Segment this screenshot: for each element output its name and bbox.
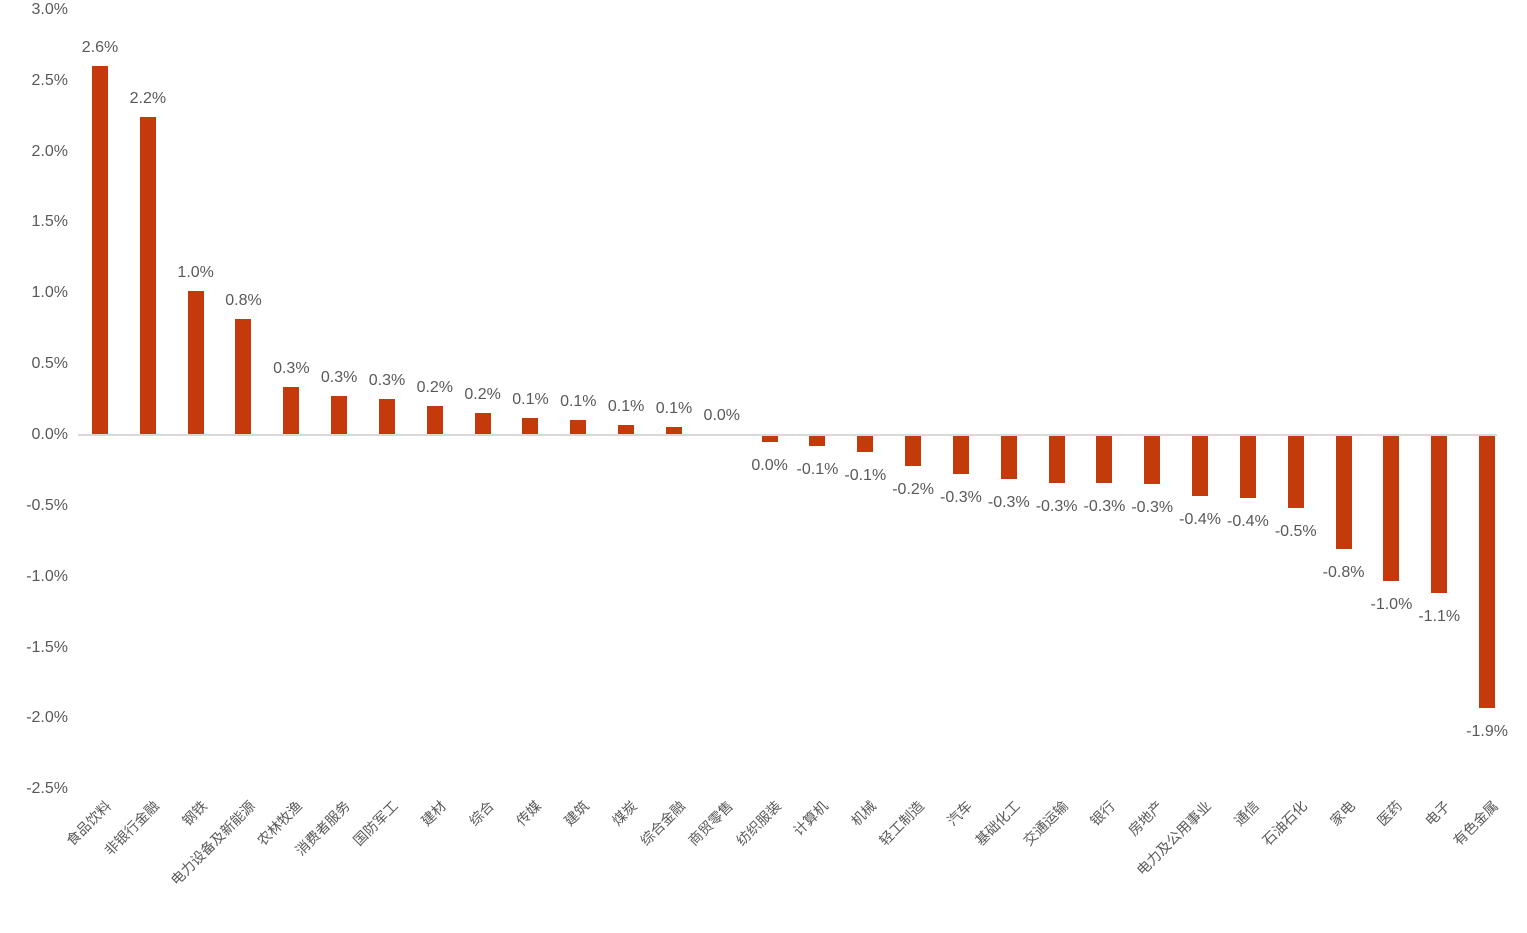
bar-19: [1000, 436, 1017, 479]
bar-0: [92, 65, 108, 434]
bar-10: [570, 419, 587, 434]
bar-20: [1048, 436, 1065, 483]
bar-9: [522, 418, 539, 434]
data-label: -0.4%: [1227, 513, 1269, 531]
category-label: 银行: [1087, 797, 1119, 829]
bar-2: [187, 290, 204, 434]
data-label: 0.0%: [751, 456, 788, 474]
bar-14: [761, 436, 778, 442]
data-label: -0.3%: [1083, 497, 1126, 515]
bar-17: [905, 436, 922, 466]
data-label: -0.3%: [987, 493, 1030, 511]
y-axis-tick-label: 1.0%: [31, 284, 68, 302]
bar-16: [857, 436, 874, 452]
bar-8: [474, 412, 491, 434]
category-label: 综合金融: [637, 797, 688, 849]
bar-3: [235, 319, 252, 434]
category-label: 交通运输: [1019, 797, 1071, 849]
data-label: 2.6%: [81, 38, 119, 56]
bar-24: [1239, 436, 1256, 499]
data-label: -1.1%: [1418, 608, 1461, 626]
y-axis-tick-label: 1.5%: [31, 213, 68, 231]
bar-29: [1479, 436, 1496, 709]
data-label: 0.1%: [607, 398, 645, 416]
bar-27: [1383, 436, 1400, 581]
zero-axis-line: [78, 434, 1497, 436]
bar-11: [618, 425, 635, 434]
category-label: 计算机: [790, 797, 832, 839]
category-label: 家电: [1326, 797, 1358, 829]
y-axis-tick-label: 2.0%: [31, 142, 68, 160]
data-label: -0.3%: [1035, 497, 1078, 515]
data-label: 0.2%: [416, 378, 454, 396]
data-label: 0.0%: [703, 407, 741, 424]
data-label: -0.5%: [1274, 523, 1317, 541]
bar-6: [378, 398, 395, 434]
category-label: 机械: [848, 797, 880, 829]
category-label: 综合: [465, 797, 497, 829]
y-axis-tick-label: 0.0%: [31, 426, 68, 443]
category-label: 传媒: [513, 797, 545, 829]
data-label: -1.9%: [1466, 723, 1508, 741]
bar-25: [1287, 436, 1304, 509]
data-label: 0.1%: [655, 399, 693, 417]
data-label: -0.3%: [1131, 499, 1174, 517]
bar-28: [1431, 436, 1448, 594]
data-label: 1.0%: [177, 263, 214, 281]
category-label: 煤炭: [609, 797, 641, 829]
category-label: 钢铁: [178, 797, 210, 829]
data-label: -0.4%: [1179, 510, 1221, 528]
bar-1: [139, 116, 156, 434]
data-label: 0.2%: [464, 385, 501, 403]
data-label: 2.2%: [129, 89, 167, 107]
category-label: 电力设备及新能源: [167, 797, 258, 889]
bar-15: [809, 436, 826, 446]
data-label: 0.3%: [273, 360, 310, 378]
data-label: 0.8%: [225, 292, 262, 310]
category-label: 有色金属: [1450, 797, 1502, 849]
data-label: 0.1%: [512, 391, 549, 409]
bar-26: [1335, 436, 1352, 550]
category-label: 汽车: [943, 797, 975, 829]
data-label: -0.1%: [796, 460, 839, 478]
data-label: -1.0%: [1370, 595, 1413, 613]
category-label: 石油石化: [1258, 797, 1310, 849]
y-axis-tick-label: 0.5%: [31, 355, 68, 373]
y-axis-tick-label: -2.0%: [26, 709, 68, 727]
data-label: -0.2%: [892, 480, 935, 498]
data-label: 0.1%: [560, 392, 597, 410]
category-label: 国防军工: [350, 797, 402, 849]
y-axis-tick-label: -2.5%: [26, 780, 68, 798]
data-label: -0.8%: [1322, 564, 1365, 582]
category-label: 商贸零售: [684, 797, 736, 849]
data-label: 0.3%: [368, 371, 406, 389]
bar-23: [1192, 436, 1209, 496]
category-label: 基础化工: [971, 797, 1023, 849]
y-axis-tick-label: -1.0%: [26, 567, 68, 585]
bar-5: [331, 395, 348, 434]
data-label: -0.1%: [844, 466, 887, 484]
y-axis-tick-label: 3.0%: [31, 0, 68, 18]
bar-18: [952, 436, 969, 475]
data-label: 0.3%: [320, 368, 358, 386]
category-label: 建材: [417, 797, 449, 829]
bar-22: [1144, 436, 1161, 485]
bar-4: [283, 387, 300, 434]
category-label: 建筑: [561, 797, 593, 829]
bar-21: [1096, 436, 1113, 483]
category-label: 医药: [1374, 797, 1406, 829]
category-label: 电子: [1422, 797, 1454, 829]
data-label: -0.3%: [940, 489, 982, 507]
y-axis-tick-label: -1.5%: [26, 638, 68, 656]
bar-12: [665, 426, 682, 434]
y-axis-tick-label: -0.5%: [26, 496, 68, 514]
category-label: 房地产: [1125, 797, 1167, 839]
category-label: 纺织服装: [732, 797, 784, 849]
category-label: 通信: [1230, 797, 1262, 829]
bar-7: [426, 405, 443, 434]
category-label: 轻工制造: [876, 797, 928, 849]
y-axis-tick-label: 2.5%: [31, 71, 68, 89]
